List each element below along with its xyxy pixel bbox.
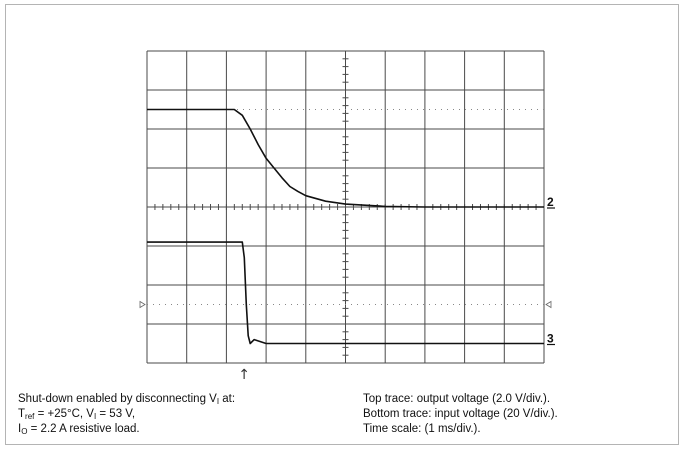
trigger-arrow-icon: ↑	[238, 367, 250, 383]
channel-marker-bottom: 3	[547, 332, 554, 346]
markers: 2 3 ↑	[139, 195, 555, 383]
trace-bottom	[147, 241, 544, 345]
caption-line-1: Shut-down enabled by disconnecting VI at…	[18, 393, 236, 406]
trace-top	[147, 108, 544, 208]
caption-line-2: Tref = +25°C, VI = 53 V,	[18, 408, 136, 421]
caption-top-trace: Top trace: output voltage (2.0 V/div.).	[363, 393, 551, 405]
traces	[147, 108, 544, 345]
caption-conditions: Shut-down enabled by disconnecting VI at…	[18, 392, 235, 437]
oscilloscope-plot: 2 3 ↑	[139, 50, 555, 383]
figure-frame: 2 3 ↑ Shut-down enabled by disconnecting V…	[5, 4, 679, 445]
channel-marker-top: 2	[547, 195, 554, 209]
caption-bottom-trace: Bottom trace: input voltage (20 V/div.).	[363, 408, 558, 420]
caption-line-3: IO = 2.2 A resistive load.	[18, 423, 140, 436]
right-reference-triangle	[545, 300, 552, 309]
grid	[146, 50, 545, 364]
left-reference-triangle	[139, 300, 146, 309]
caption-time-scale: Time scale: (1 ms/div.).	[363, 423, 481, 435]
caption-traces: Top trace: output voltage (2.0 V/div.). …	[363, 392, 558, 437]
